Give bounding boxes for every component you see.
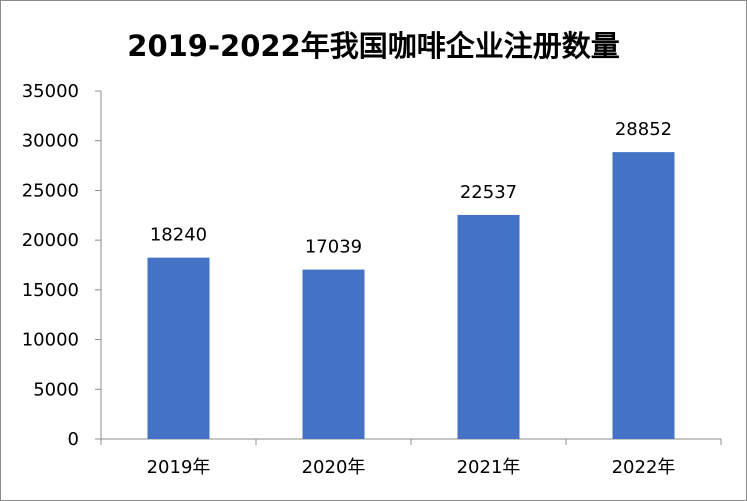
y-tick-label: 10000 bbox=[22, 330, 79, 351]
bar-value-label: 18240 bbox=[150, 225, 207, 246]
x-tick-label: 2021年 bbox=[457, 457, 521, 478]
bar-1 bbox=[147, 257, 210, 439]
y-tick-label: 20000 bbox=[22, 230, 79, 251]
data-labels: 18240 17039 22537 28852 bbox=[150, 119, 672, 257]
bar-series bbox=[147, 152, 675, 439]
bar-2 bbox=[302, 269, 365, 439]
x-tick-label: 2019年 bbox=[147, 457, 211, 478]
bar-3 bbox=[457, 214, 520, 439]
y-tick-label: 15000 bbox=[22, 280, 79, 301]
y-tick-label: 0 bbox=[68, 429, 79, 450]
bar-value-label: 22537 bbox=[460, 182, 517, 203]
bar-value-label: 28852 bbox=[615, 119, 672, 140]
x-tick-label: 2020年 bbox=[302, 457, 366, 478]
bar-4 bbox=[612, 152, 675, 439]
y-tick-label: 30000 bbox=[22, 131, 79, 152]
y-tick-label: 35000 bbox=[22, 81, 79, 102]
x-tick-label: 2022年 bbox=[612, 457, 676, 478]
y-axis-ticks: 0 5000 10000 15000 20000 25000 30000 35000 bbox=[22, 81, 101, 450]
bar-value-label: 17039 bbox=[305, 237, 362, 258]
chart-title: 2019-2022年我国咖啡企业注册数量 bbox=[127, 29, 620, 63]
y-tick-label: 5000 bbox=[33, 379, 79, 400]
x-axis-ticks: 2019年 2020年 2021年 2022年 bbox=[100, 439, 722, 478]
y-tick-label: 25000 bbox=[22, 180, 79, 201]
